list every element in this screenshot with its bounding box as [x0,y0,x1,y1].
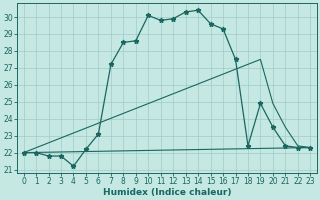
X-axis label: Humidex (Indice chaleur): Humidex (Indice chaleur) [103,188,231,197]
